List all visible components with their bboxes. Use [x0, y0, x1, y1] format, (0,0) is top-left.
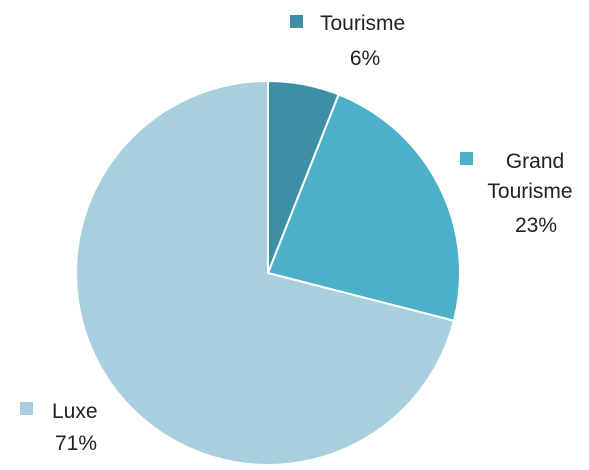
legend-marker-grand-tourisme	[460, 152, 473, 165]
data-label-tourisme-line1: Tourisme	[320, 12, 405, 35]
data-label-grand-tourisme-line2: Tourisme	[487, 180, 572, 203]
legend-marker-tourisme	[290, 15, 303, 28]
data-label-percent-tourisme: 6%	[350, 47, 380, 70]
data-label-percent-grand-tourisme: 23%	[515, 214, 557, 237]
pie-slice-luxe	[75, 79, 456, 466]
legend-marker-luxe	[20, 402, 33, 415]
pie-slice-grand-tourisme	[266, 93, 461, 322]
data-label-luxe-line1: Luxe	[52, 400, 98, 423]
data-label-grand-tourisme-line1: Grand	[506, 150, 564, 173]
data-label-percent-luxe: 71%	[55, 432, 97, 455]
